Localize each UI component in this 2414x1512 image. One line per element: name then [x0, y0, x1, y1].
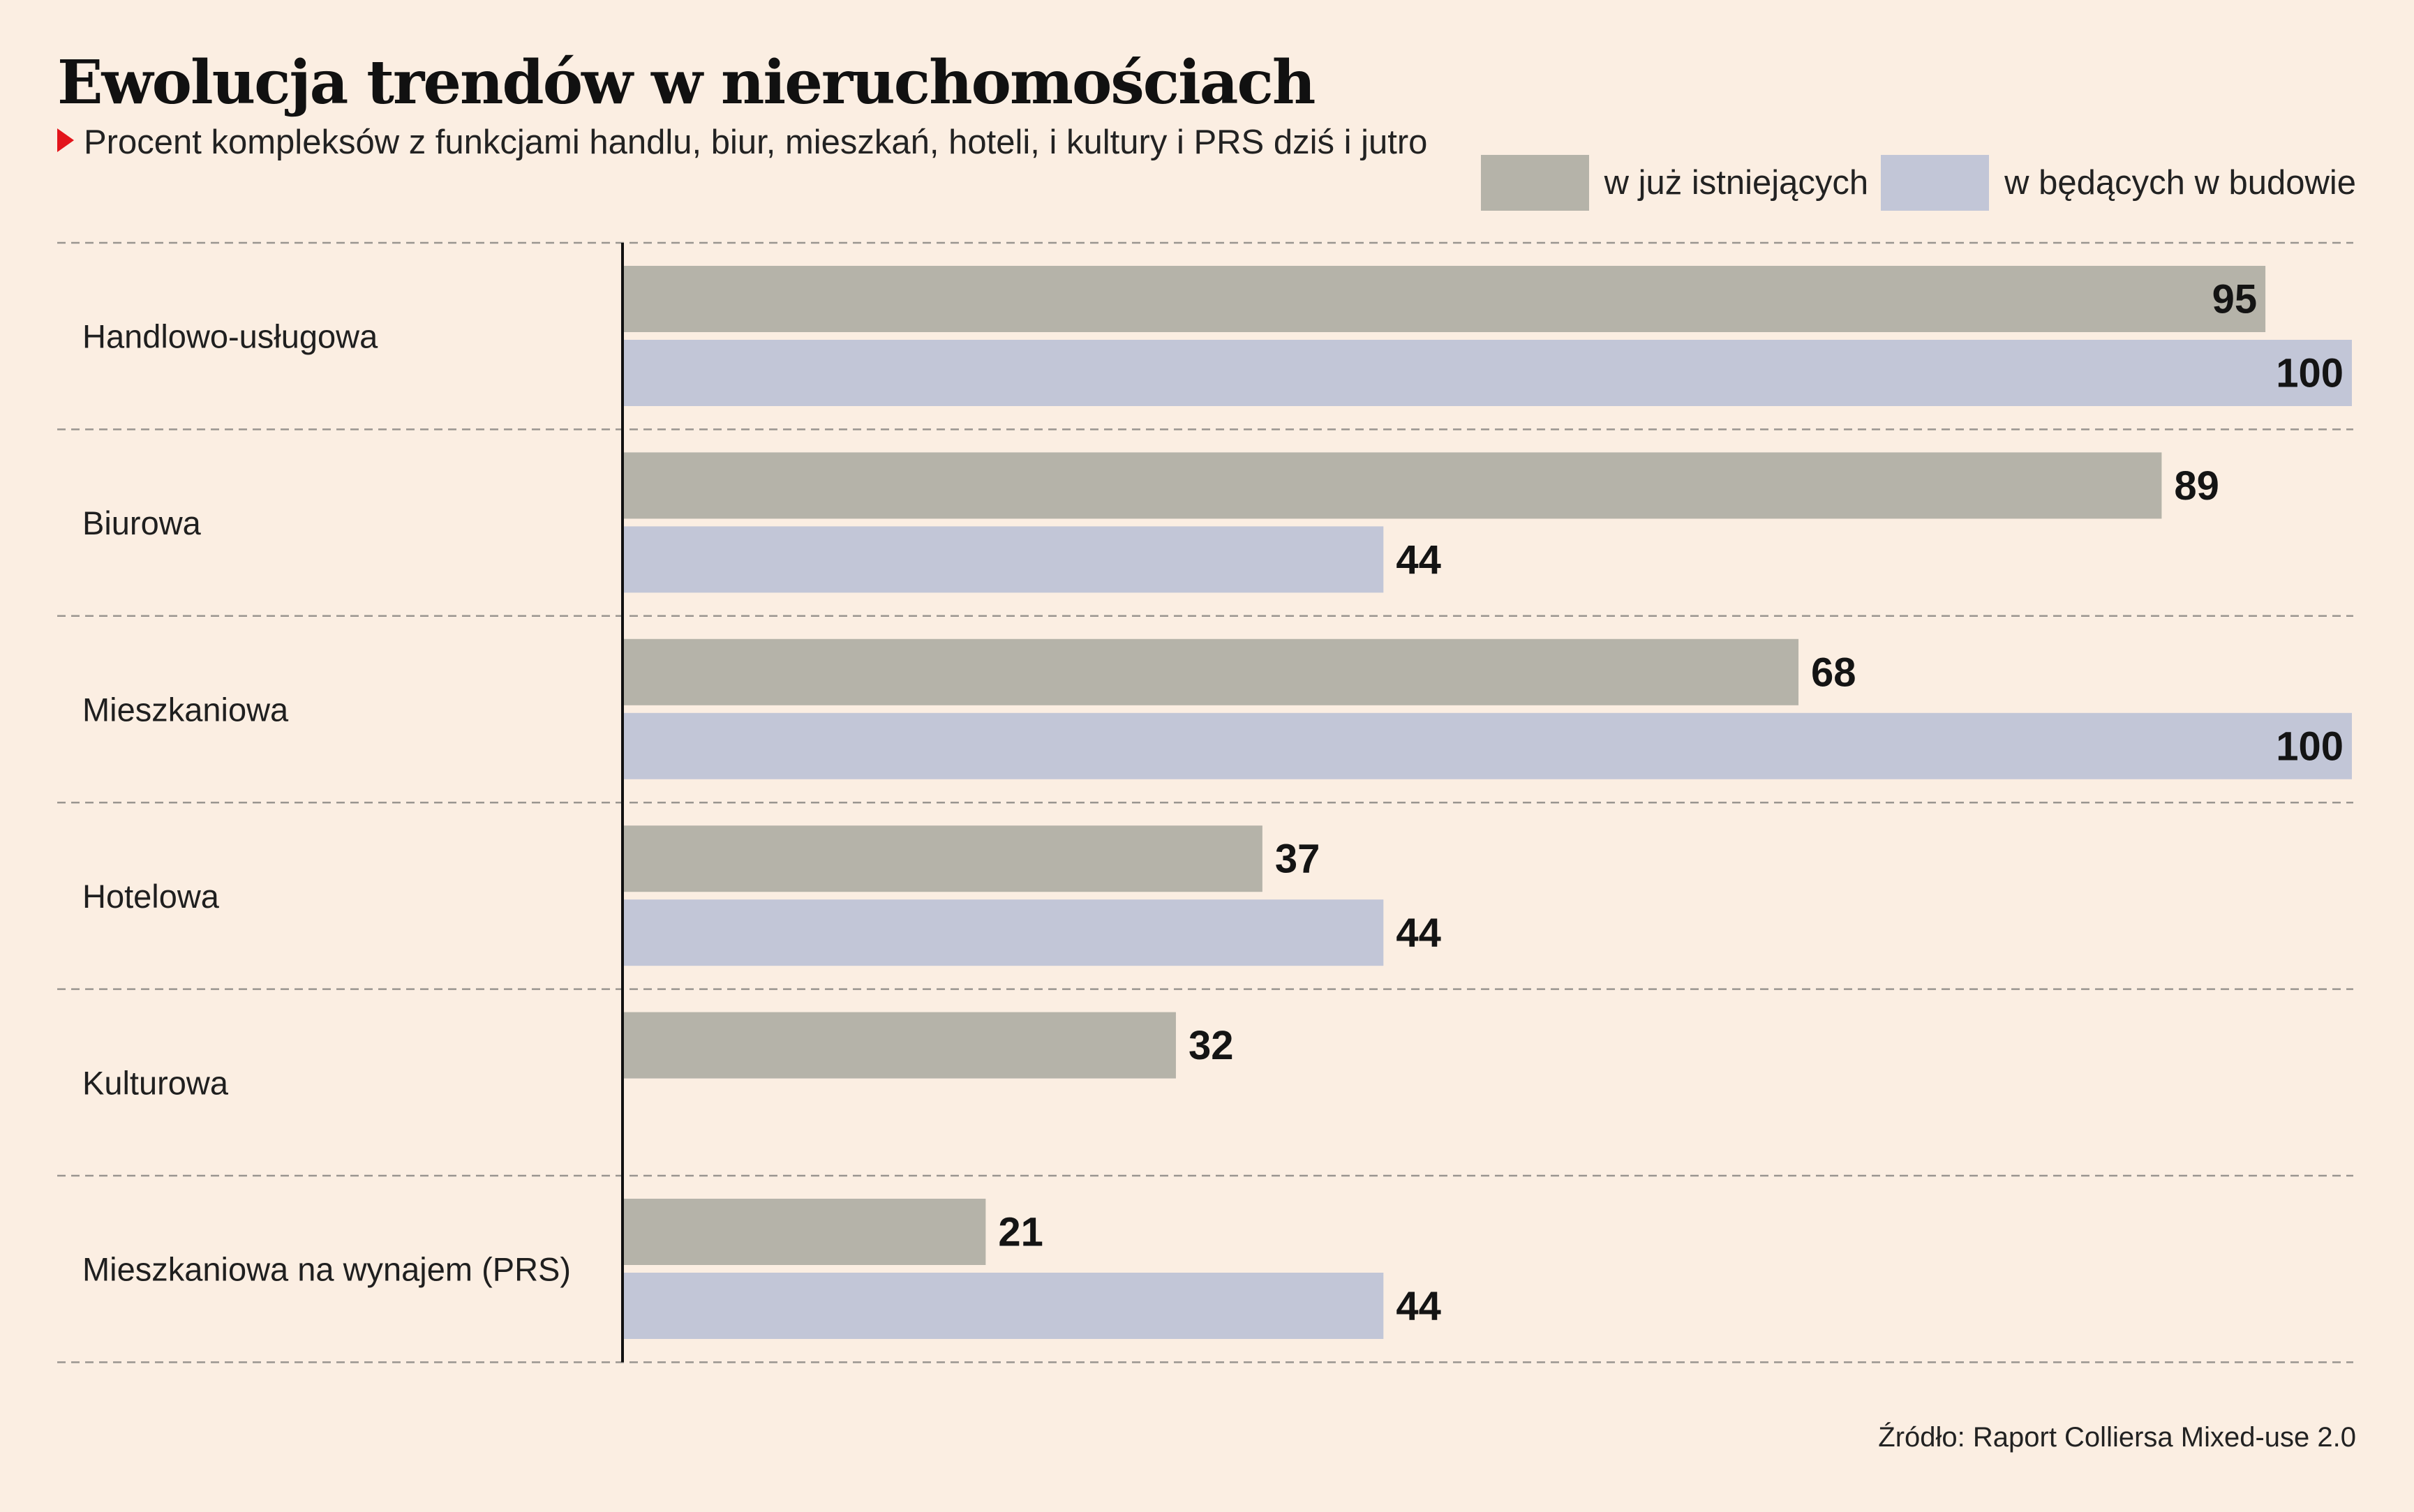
chart-subtitle: Procent kompleksów z funkcjami handlu, b…	[57, 123, 1427, 162]
category-label: Mieszkaniowa	[82, 691, 289, 728]
bar-under-construction	[623, 712, 2352, 779]
chart-legend: w już istniejących w będących w budowie	[1480, 155, 2356, 211]
bar-under-construction	[623, 526, 1384, 593]
category-label: Handlowo-usługowa	[82, 318, 378, 355]
bar-existing	[623, 266, 2266, 332]
bar-under-construction	[623, 340, 2352, 406]
data-label: 100	[2276, 724, 2344, 769]
bar-under-construction	[623, 899, 1384, 966]
row-dividers	[57, 241, 2353, 1363]
bar-existing	[623, 452, 2162, 519]
data-label: 89	[2174, 463, 2219, 509]
bar-existing	[623, 638, 1799, 705]
category-label: Kulturowa	[82, 1064, 229, 1101]
legend-item-under-construction: w będących w budowie	[1881, 155, 2356, 211]
bar-existing	[623, 825, 1262, 892]
legend-item-existing: w już istniejących	[1480, 155, 1869, 211]
red-triangle-icon	[57, 128, 74, 152]
category-label: Mieszkaniowa na wynajem (PRS)	[82, 1251, 571, 1288]
data-label: 21	[998, 1210, 1043, 1255]
bar-existing	[623, 1199, 986, 1265]
chart-bars	[623, 266, 2352, 1339]
data-label: 44	[1396, 911, 1441, 956]
bar-under-construction	[623, 1273, 1384, 1339]
category-label: Biurowa	[82, 504, 202, 541]
legend-swatch-existing	[1480, 155, 1589, 211]
source-note: Źródło: Raport Colliersa Mixed-use 2.0	[1878, 1422, 2356, 1453]
data-label: 100	[2276, 351, 2344, 396]
data-label: 44	[1396, 1284, 1441, 1329]
data-label: 32	[1189, 1023, 1234, 1068]
data-label: 44	[1396, 537, 1441, 583]
data-label: 95	[2212, 277, 2258, 322]
chart-title: Ewolucja trendów w nieruchomościach	[57, 47, 1316, 118]
chart-labels: Handlowo-usługowa 95 100 Biurowa 89 44 Mieszka…	[82, 277, 2344, 1329]
data-label: 37	[1275, 837, 1320, 882]
legend-swatch-under-construction	[1881, 155, 1990, 211]
legend-label-under-construction: w będących w budowie	[2004, 164, 2356, 202]
category-label: Hotelowa	[82, 878, 220, 915]
data-label: 68	[1811, 650, 1856, 695]
subtitle-text: Procent kompleksów z funkcjami handlu, b…	[84, 123, 1428, 161]
legend-label-existing: w już istniejących	[1604, 164, 1869, 202]
bar-existing	[623, 1012, 1176, 1079]
